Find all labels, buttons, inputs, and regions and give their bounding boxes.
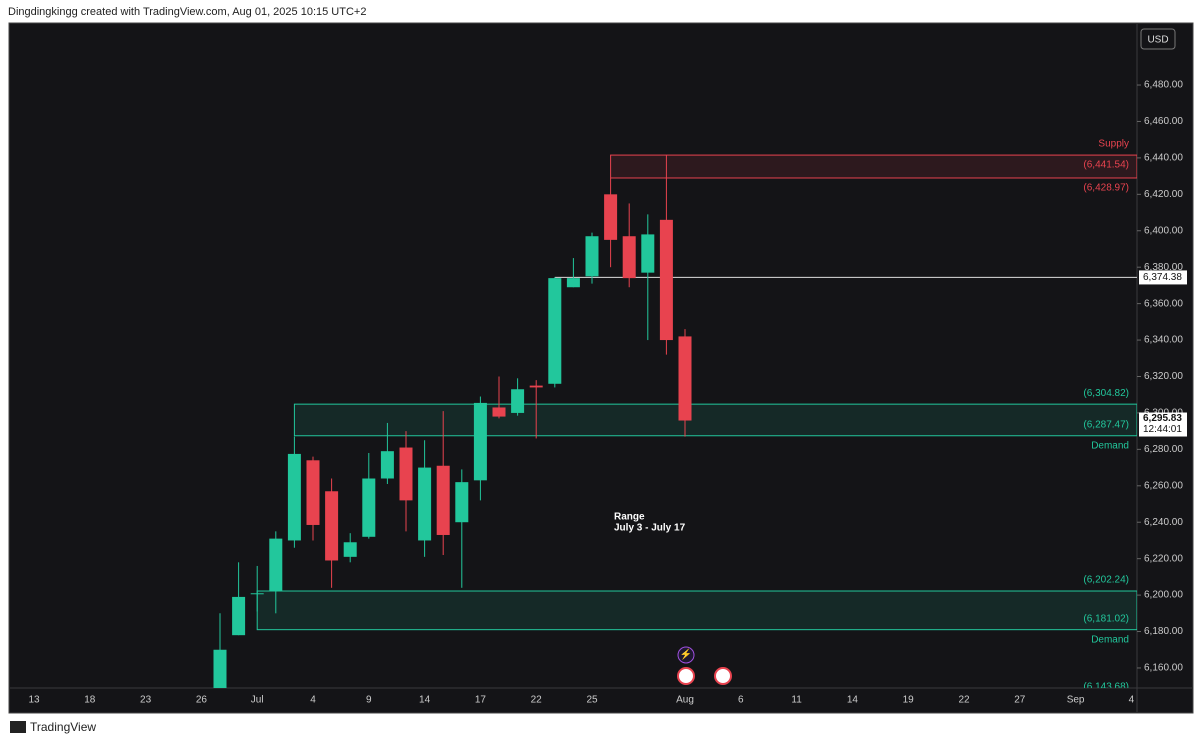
zone-top-label: (6,202.24) (1083, 575, 1129, 586)
x-tick-label: 14 (847, 695, 859, 706)
y-tick-label: 6,220.00 (1144, 553, 1183, 564)
header: Dingdingkingg created with TradingView.c… (8, 6, 366, 18)
zone (610, 154, 1137, 179)
last-price-box (1139, 412, 1187, 437)
x-tick-label: 22 (958, 695, 970, 706)
y-tick-label: 6,480.00 (1144, 80, 1183, 91)
x-tick-label: 4 (1129, 695, 1135, 706)
zone-name: Supply (1098, 139, 1129, 150)
candle-body (604, 194, 618, 240)
zone (293, 403, 1137, 437)
candle-body (399, 447, 413, 501)
zone-top-label: (6,304.82) (1083, 388, 1129, 399)
y-tick-label: 6,340.00 (1144, 335, 1183, 346)
flag-icon (677, 667, 695, 685)
y-tick-label: 6,380.00 (1144, 262, 1183, 273)
x-tick-label: 27 (1014, 695, 1026, 706)
candle-body (418, 467, 432, 541)
flag-icon (714, 667, 732, 685)
candle-body (566, 278, 580, 288)
candle-body (511, 389, 525, 413)
x-tick-label: Jul (251, 695, 264, 706)
candle-body (306, 460, 320, 525)
zone-top-label: (6,441.54) (1083, 160, 1129, 171)
currency: USD (1147, 35, 1168, 46)
candle-body (325, 491, 339, 561)
x-tick-label: 9 (366, 695, 372, 706)
y-tick-label: 6,440.00 (1144, 153, 1183, 164)
candle-body (436, 465, 450, 535)
x-tick-label: 18 (84, 695, 96, 706)
y-tick-label: 6,400.00 (1144, 225, 1183, 236)
candle-body (250, 593, 264, 595)
x-tick-label: 6 (738, 695, 744, 706)
zone (256, 590, 1137, 631)
candle-body (269, 538, 283, 592)
x-tick-label: 13 (28, 695, 40, 706)
x-tick-label: 22 (531, 695, 543, 706)
candle-body (659, 219, 673, 341)
zone-bottom-label: (6,287.47) (1083, 419, 1129, 430)
zone-name: Demand (1091, 440, 1129, 451)
event-icon (677, 646, 695, 664)
countdown: 12:44:01 (1143, 424, 1182, 435)
y-tick-label: 6,320.00 (1144, 371, 1183, 382)
x-tick-label: 17 (475, 695, 487, 706)
x-tick-label: 25 (586, 695, 598, 706)
x-tick-label: 26 (196, 695, 208, 706)
price-box (1139, 270, 1187, 285)
candle-body (585, 236, 599, 277)
annotation: Range (614, 512, 645, 523)
annotation: July 3 - July 17 (614, 523, 686, 534)
last-price: 6,295.83 (1143, 413, 1182, 424)
zone-bottom-label: (6,428.97) (1083, 183, 1129, 194)
candle-body (213, 649, 227, 688)
candle-body (473, 402, 487, 481)
x-tick-label: 4 (310, 695, 316, 706)
price-box-label: 6,374.38 (1143, 272, 1182, 283)
candle-body (343, 542, 357, 557)
candle-body (622, 236, 636, 279)
candle-body (678, 336, 692, 421)
footer: TradingView (30, 720, 96, 734)
y-tick-label: 6,180.00 (1144, 626, 1183, 637)
y-tick-label: 6,240.00 (1144, 517, 1183, 528)
candle-body (380, 451, 394, 479)
candle-body (492, 407, 506, 417)
y-tick-label: 6,200.00 (1144, 590, 1183, 601)
candle-body (232, 596, 246, 636)
x-tick-label: 19 (903, 695, 915, 706)
zone-bottom-label: (6,181.02) (1083, 613, 1129, 624)
x-tick-label: Aug (676, 695, 694, 706)
candle-body (455, 482, 469, 523)
zone-name: Demand (1091, 634, 1129, 645)
plot: (6,143.68) (213, 154, 1137, 692)
candle-body (548, 278, 562, 384)
x-tick-label: 14 (419, 695, 431, 706)
candle-body (641, 234, 655, 273)
x-tick-label: 11 (791, 695, 802, 706)
candle-body (362, 478, 376, 537)
x-tick-label: Sep (1067, 695, 1085, 706)
y-tick-label: 6,420.00 (1144, 189, 1183, 200)
x-tick-label: 23 (140, 695, 152, 706)
chart-frame (8, 22, 1194, 714)
y-tick-label: 6,160.00 (1144, 663, 1183, 674)
y-tick-label: 6,260.00 (1144, 480, 1183, 491)
candle-body (529, 385, 543, 388)
currency-box (1140, 28, 1176, 50)
logo (10, 721, 26, 733)
event-icon: ⚡ (680, 648, 692, 661)
y-tick-label: 6,460.00 (1144, 116, 1183, 127)
y-tick-label: 6,360.00 (1144, 298, 1183, 309)
cut-label: (6,143.68) (1083, 681, 1129, 692)
y-tick-label: 6,280.00 (1144, 444, 1183, 455)
candle-body (287, 453, 301, 541)
